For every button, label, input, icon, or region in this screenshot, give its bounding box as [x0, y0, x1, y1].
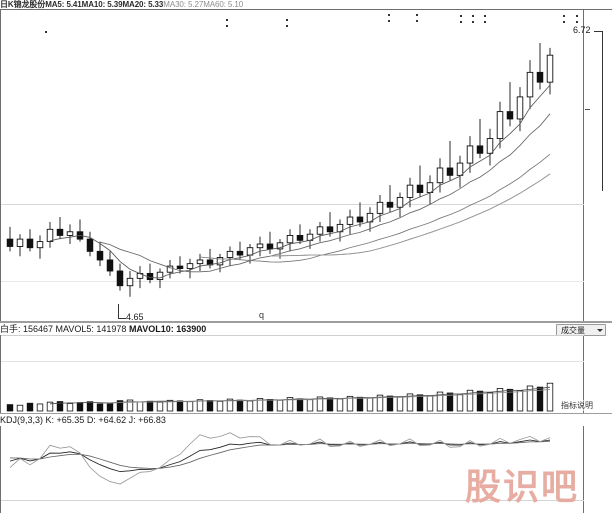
candlestick-series — [6, 42, 554, 297]
kdj-k-label: K: — [45, 415, 57, 425]
volume-readout-part-2: MAVOL10: 163900 — [128, 324, 207, 334]
price-gridline — [1, 204, 584, 205]
ma-readout-4: MA60: 5.10 — [203, 0, 244, 9]
volume-pane-right-axis — [583, 335, 584, 413]
kdj-d-value: +64.62 — [98, 415, 129, 425]
kdj-gridline — [1, 500, 584, 501]
chart-header-ma-bar: 日K 锦龙股份 MA5: 5.41 MA10: 5.39 MA20: 5.33 … — [0, 0, 612, 9]
ma-readout-1: MA10: 5.39 — [81, 0, 123, 9]
crosshair-marker: q — [259, 310, 265, 320]
ma-readout-3: MA30: 5.27 — [163, 0, 204, 9]
event-tick — [286, 25, 288, 27]
volume-bar-series — [6, 382, 554, 412]
event-tick — [45, 31, 47, 33]
price-high-label: 6.72 — [573, 25, 591, 35]
kdj-j-value: +66.83 — [138, 415, 166, 425]
event-tick — [388, 20, 390, 22]
price-low-label: 4.65 — [126, 312, 144, 322]
price-low-leader — [118, 318, 126, 319]
kdj-pane-right-axis — [583, 426, 584, 513]
event-tick — [576, 15, 578, 17]
price-low-leader-vert — [118, 304, 119, 318]
price-pane-right-axis — [583, 9, 584, 322]
event-tick — [460, 21, 462, 23]
event-tick — [576, 21, 578, 23]
price-pane-left-axis — [0, 9, 1, 322]
event-tick — [286, 19, 288, 21]
volume-pane-header: 白手: 156467 MAVOL5: 141978 MAVOL10: 16390… — [0, 322, 612, 336]
ma-readout-2: MA20: 5.33 — [122, 0, 164, 9]
event-tick — [226, 19, 228, 21]
ma-readout-0: MA5: 5.41 — [45, 0, 82, 9]
event-tick — [472, 15, 474, 17]
indicator-selector-volume-label: 成交量 — [561, 326, 585, 335]
event-tick — [484, 21, 486, 23]
kdj-readout: KDJ(9,3,3) K: +65.35 D: +64.62 J: +66.83 — [0, 415, 166, 425]
volume-readout: 白手: 156467 MAVOL5: 141978 MAVOL10: 16390… — [0, 324, 206, 334]
kdj-pane[interactable] — [0, 426, 612, 513]
price-high-leader-vert — [602, 31, 603, 191]
volume-pane-left-axis — [0, 335, 1, 413]
event-tick — [563, 21, 565, 23]
event-tick — [460, 15, 462, 17]
event-tick — [563, 15, 565, 17]
price-gridline — [1, 281, 584, 282]
event-tick — [472, 21, 474, 23]
volume-pane[interactable]: 指标说明 — [0, 335, 612, 413]
kdj-k-value: +65.35 — [56, 415, 87, 425]
kdj-j-label: J: — [128, 415, 139, 425]
chart-period-label: 日K — [0, 0, 14, 9]
price-high-leader — [594, 31, 603, 32]
price-pane-bottom-border — [0, 321, 612, 322]
event-tick — [416, 14, 418, 16]
kdj-pane-left-axis — [0, 426, 1, 513]
kdj-indicator-name: KDJ(9,3,3) — [0, 415, 46, 425]
event-tick — [484, 15, 486, 17]
volume-readout-part-0: 白手: 156467 — [0, 324, 56, 334]
volume-gridline — [1, 335, 584, 336]
price-candlestick-pane[interactable]: 6.72 4.65 q — [0, 9, 612, 322]
event-tick — [416, 20, 418, 22]
kdj-pane-header: KDJ(9,3,3) K: +65.35 D: +64.62 J: +66.83 — [0, 413, 612, 426]
event-tick — [388, 14, 390, 16]
volume-readout-part-1: MAVOL5: 141978 — [55, 324, 129, 334]
kdj-d-label: D: — [86, 415, 99, 425]
volume-gridline — [1, 361, 584, 362]
price-pane-top-border — [0, 9, 612, 10]
stock-name-label: 锦龙股份 — [13, 0, 46, 9]
kdj-line-series — [9, 432, 551, 485]
event-tick — [226, 25, 228, 27]
price-axis-tick — [585, 109, 590, 110]
chevron-down-icon — [597, 329, 603, 332]
indicator-help-link[interactable]: 指标说明 — [561, 400, 593, 411]
